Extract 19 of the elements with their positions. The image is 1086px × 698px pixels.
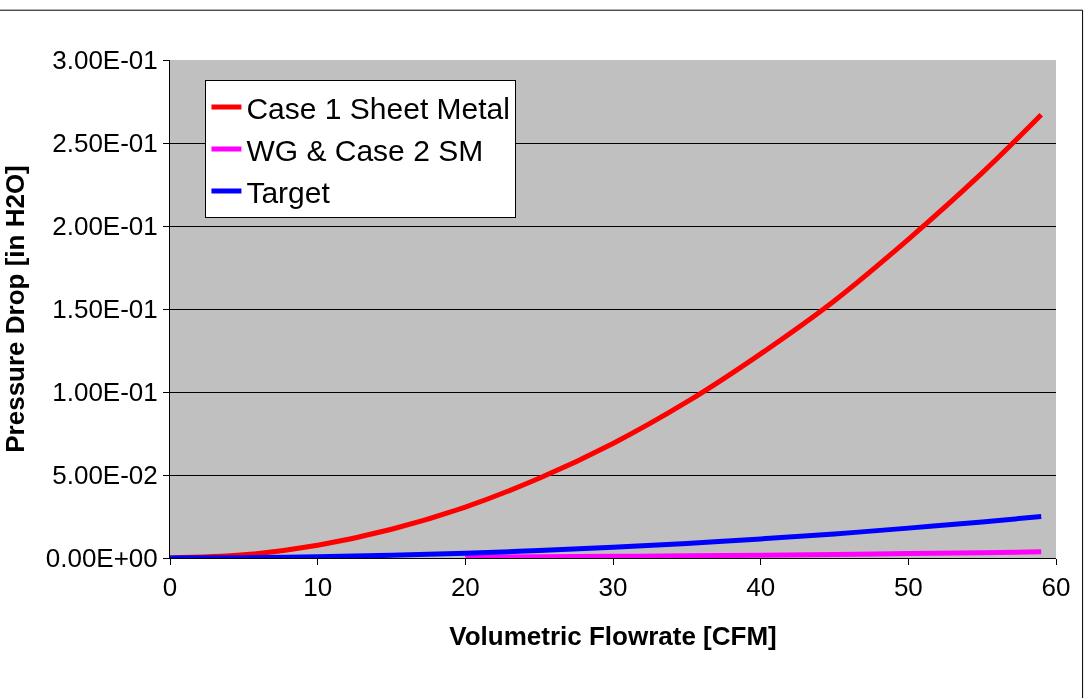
legend-label: Case 1 Sheet Metal xyxy=(246,91,510,125)
y-tick-label: 5.00E-02 xyxy=(52,460,158,491)
y-tick-label: 1.50E-01 xyxy=(52,294,158,325)
y-tick-label: 1.00E-01 xyxy=(52,377,158,408)
x-axis-title: Volumetric Flowrate [CFM] xyxy=(449,620,777,651)
y-tick-label: 2.50E-01 xyxy=(52,128,158,159)
y-tick-label: 2.00E-01 xyxy=(52,211,158,242)
x-tick-label: 60 xyxy=(1041,572,1071,603)
x-tick-label: 50 xyxy=(893,572,923,603)
legend-label: WG & Case 2 SM xyxy=(246,133,484,167)
x-tick-label: 0 xyxy=(162,572,178,603)
y-tick-label: 3.00E-01 xyxy=(52,45,158,76)
x-tick-label: 10 xyxy=(303,572,333,603)
x-tick-label: 20 xyxy=(450,572,480,603)
y-axis-title: Pressure Drop [in H2O] xyxy=(0,165,30,453)
x-tick-label: 40 xyxy=(746,572,776,603)
legend-label: Target xyxy=(246,175,331,209)
x-tick-label: 30 xyxy=(598,572,628,603)
y-tick-label: 0.00E+00 xyxy=(45,543,158,574)
